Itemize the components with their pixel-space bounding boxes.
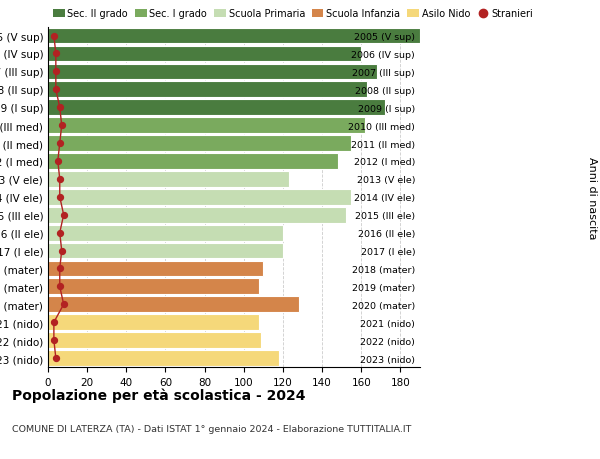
- Bar: [48, 225, 283, 241]
- Bar: [48, 314, 259, 330]
- Bar: [48, 154, 338, 169]
- Bar: [48, 100, 385, 116]
- Bar: [48, 28, 420, 45]
- Point: [53, 158, 62, 165]
- Bar: [48, 350, 279, 366]
- Point: [59, 301, 68, 308]
- Point: [51, 355, 61, 362]
- Point: [49, 337, 59, 344]
- Text: COMUNE DI LATERZA (TA) - Dati ISTAT 1° gennaio 2024 - Elaborazione TUTTITALIA.IT: COMUNE DI LATERZA (TA) - Dati ISTAT 1° g…: [12, 425, 412, 434]
- Legend: Sec. II grado, Sec. I grado, Scuola Primaria, Scuola Infanzia, Asilo Nido, Stran: Sec. II grado, Sec. I grado, Scuola Prim…: [53, 9, 533, 19]
- Bar: [48, 64, 377, 80]
- Bar: [48, 46, 361, 62]
- Point: [51, 86, 61, 94]
- Point: [55, 230, 65, 237]
- Point: [51, 50, 61, 58]
- Point: [55, 176, 65, 183]
- Point: [51, 68, 61, 76]
- Bar: [48, 136, 352, 151]
- Text: Popolazione per età scolastica - 2024: Popolazione per età scolastica - 2024: [12, 388, 305, 403]
- Point: [55, 104, 65, 112]
- Bar: [48, 243, 283, 259]
- Bar: [48, 172, 289, 187]
- Text: Anni di nascita: Anni di nascita: [587, 156, 597, 239]
- Point: [55, 194, 65, 201]
- Bar: [48, 332, 262, 348]
- Bar: [48, 118, 365, 134]
- Point: [49, 319, 59, 326]
- Point: [55, 283, 65, 291]
- Point: [57, 247, 67, 255]
- Bar: [48, 297, 299, 313]
- Point: [55, 265, 65, 273]
- Bar: [48, 190, 352, 205]
- Bar: [48, 207, 346, 223]
- Bar: [48, 82, 367, 98]
- Point: [57, 122, 67, 129]
- Point: [59, 212, 68, 219]
- Bar: [48, 261, 263, 277]
- Bar: [48, 279, 259, 295]
- Point: [49, 33, 59, 40]
- Point: [55, 140, 65, 147]
